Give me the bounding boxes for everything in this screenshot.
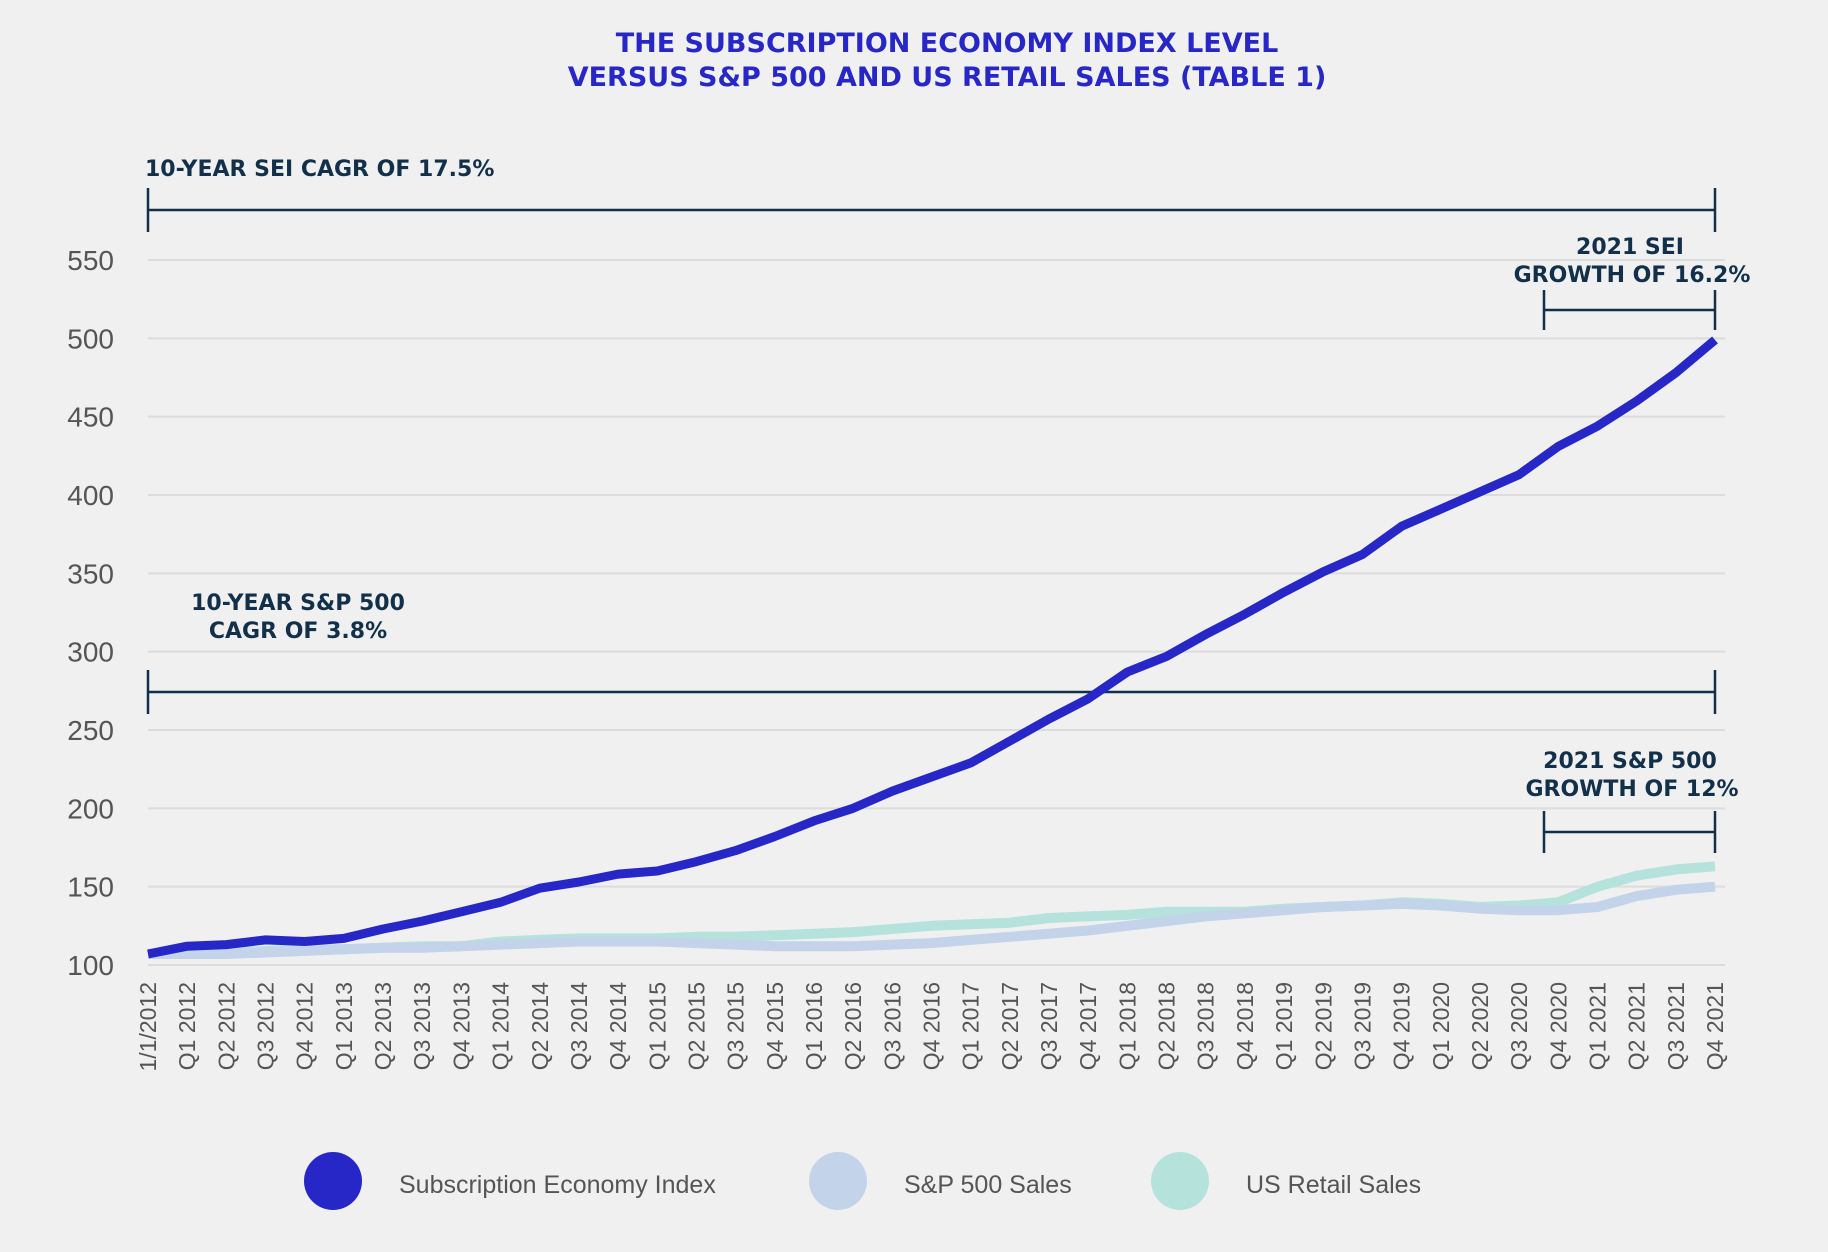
x-tick-label: Q4 2018 — [1232, 982, 1258, 1070]
series-lines — [147, 336, 1718, 959]
x-tick-label: Q1 2018 — [1114, 982, 1140, 1070]
x-tick-label: Q3 2013 — [409, 982, 435, 1070]
x-tick-label: 1/1/2012 — [135, 982, 161, 1072]
legend-label: S&P 500 Sales — [904, 1171, 1072, 1199]
x-tick-label: Q2 2019 — [1310, 982, 1336, 1070]
y-tick-label: 300 — [67, 637, 114, 668]
x-tick-label: Q1 2015 — [644, 982, 670, 1070]
x-tick-label: Q3 2016 — [879, 982, 905, 1070]
y-tick-label: 500 — [67, 323, 114, 354]
gridlines — [148, 259, 1725, 966]
x-tick-label: Q1 2019 — [1271, 982, 1297, 1070]
x-tick-label: Q4 2019 — [1389, 982, 1415, 1070]
x-tick-label: Q2 2021 — [1624, 982, 1650, 1070]
x-tick-label: Q1 2016 — [801, 982, 827, 1070]
annotations: 10-YEAR SEI CAGR OF 17.5% 10-YEAR S&P 500… — [145, 157, 1750, 853]
y-tick-label: 400 — [67, 480, 114, 511]
chart-title-line-1: THE SUBSCRIPTION ECONOMY INDEX LEVEL — [616, 28, 1279, 59]
annotation-sei-2021: GROWTH OF 16.2% — [1514, 263, 1751, 288]
x-tick-label: Q1 2014 — [488, 982, 514, 1070]
x-tick-label: Q4 2015 — [762, 982, 788, 1070]
x-tick-label: Q4 2021 — [1702, 982, 1728, 1070]
y-tick-label: 200 — [67, 793, 114, 824]
x-tick-label: Q2 2016 — [840, 982, 866, 1070]
x-tick-label: Q4 2016 — [919, 982, 945, 1070]
x-tick-label: Q3 2020 — [1506, 982, 1532, 1070]
x-tick-label: Q4 2017 — [1075, 982, 1101, 1070]
x-tick-label: Q2 2017 — [997, 982, 1023, 1070]
x-tick-label: Q4 2020 — [1545, 982, 1571, 1070]
x-tick-label: Q1 2021 — [1584, 982, 1610, 1070]
y-tick-label: 100 — [67, 950, 114, 981]
legend: Subscription Economy Index S&P 500 Sales U… — [304, 1152, 1421, 1210]
annotation-sei-cagr: 10-YEAR SEI CAGR OF 17.5% — [145, 157, 494, 182]
annotation-sp-2021: 2021 S&P 500 — [1543, 749, 1717, 774]
y-tick-label: 150 — [67, 872, 114, 903]
x-tick-label: Q3 2021 — [1663, 982, 1689, 1070]
x-tick-label: Q1 2012 — [174, 982, 200, 1070]
x-tick-label: Q3 2012 — [253, 982, 279, 1070]
x-tick-label: Q4 2013 — [448, 982, 474, 1070]
annotation-sp-cagr: 10-YEAR S&P 500 — [191, 591, 405, 616]
x-tick-label: Q2 2012 — [213, 982, 239, 1070]
annotation-sp-2021: GROWTH OF 12% — [1525, 777, 1738, 802]
series-line-sp500 — [148, 881, 1716, 959]
x-tick-label: Q1 2017 — [958, 982, 984, 1070]
x-axis-ticks: 1/1/2012 Q1 2012 Q2 2012 Q3 2012 Q4 2012 Q1 2… — [135, 982, 1728, 1072]
chart-title-line-2: VERSUS S&P 500 AND US RETAIL SALES (TABL… — [568, 62, 1327, 93]
x-tick-label: Q1 2020 — [1428, 982, 1454, 1070]
legend-label: Subscription Economy Index — [399, 1171, 716, 1199]
y-axis-ticks: 100 150 200 250 300 350 400 450 500 550 — [67, 245, 114, 981]
legend-swatch — [304, 1152, 362, 1210]
x-tick-label: Q3 2017 — [1036, 982, 1062, 1070]
y-tick-label: 450 — [67, 402, 114, 433]
x-tick-label: Q2 2015 — [683, 982, 709, 1070]
legend-swatch — [809, 1152, 867, 1210]
annotation-sei-2021: 2021 SEI — [1576, 235, 1684, 260]
y-tick-label: 550 — [67, 245, 114, 276]
legend-label: US Retail Sales — [1246, 1171, 1421, 1199]
x-tick-label: Q3 2019 — [1349, 982, 1375, 1070]
y-tick-label: 250 — [67, 715, 114, 746]
x-tick-label: Q2 2020 — [1467, 982, 1493, 1070]
x-tick-label: Q3 2018 — [1193, 982, 1219, 1070]
y-tick-label: 350 — [67, 558, 114, 589]
x-tick-label: Q1 2013 — [331, 982, 357, 1070]
x-tick-label: Q4 2014 — [605, 982, 631, 1070]
x-tick-label: Q3 2014 — [566, 982, 592, 1070]
x-tick-label: Q2 2013 — [370, 982, 396, 1070]
annotation-sp-cagr: CAGR OF 3.8% — [209, 619, 387, 644]
x-tick-label: Q2 2018 — [1154, 982, 1180, 1070]
x-tick-label: Q2 2014 — [527, 982, 553, 1070]
x-tick-label: Q4 2012 — [292, 982, 318, 1070]
x-tick-label: Q3 2015 — [723, 982, 749, 1070]
series-line-sei — [147, 336, 1718, 959]
legend-swatch — [1151, 1152, 1209, 1210]
